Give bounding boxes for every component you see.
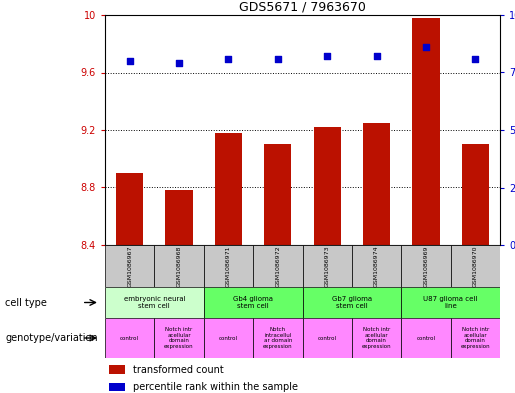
Bar (352, 245, 401, 287)
Point (273, 55, 282, 62)
Bar (401, 287, 500, 318)
Bar (109, 365, 125, 374)
Bar (165, 190, 193, 245)
Point (372, 53, 381, 60)
Text: control: control (318, 336, 337, 340)
Text: GSM1086969: GSM1086969 (423, 245, 428, 287)
Text: Gb4 glioma
stem cell: Gb4 glioma stem cell (233, 296, 273, 309)
Bar (264, 144, 291, 245)
Text: cell type: cell type (5, 298, 47, 307)
Text: GSM1086971: GSM1086971 (226, 245, 231, 287)
Text: Notch intr
acellular
domain
expression: Notch intr acellular domain expression (362, 327, 391, 349)
Text: genotype/variation: genotype/variation (5, 333, 98, 343)
Bar (215, 133, 242, 245)
Bar (253, 318, 302, 358)
Point (422, 44, 430, 50)
Text: Notch
intracellul
ar domain
expression: Notch intracellul ar domain expression (263, 327, 293, 349)
Point (126, 58, 134, 64)
Bar (204, 318, 253, 358)
Text: control: control (417, 336, 436, 340)
Bar (302, 287, 401, 318)
Point (175, 60, 183, 66)
Text: Gb7 glioma
stem cell: Gb7 glioma stem cell (332, 296, 372, 309)
Bar (302, 318, 352, 358)
Bar (302, 245, 352, 287)
Bar (109, 382, 125, 391)
Bar (401, 245, 451, 287)
Text: control: control (120, 336, 139, 340)
Text: transformed count: transformed count (133, 365, 224, 375)
Bar (154, 318, 204, 358)
Point (225, 55, 233, 62)
Point (323, 53, 331, 60)
Bar (451, 318, 500, 358)
Bar (314, 127, 341, 245)
Bar (105, 318, 154, 358)
Bar (401, 318, 451, 358)
Bar (204, 287, 302, 318)
Text: GSM1086968: GSM1086968 (177, 245, 182, 286)
Text: U87 glioma cell
line: U87 glioma cell line (423, 296, 478, 309)
Text: Notch intr
acellular
domain
expression: Notch intr acellular domain expression (164, 327, 194, 349)
Bar (105, 245, 154, 287)
Bar (363, 123, 390, 245)
Point (471, 55, 479, 62)
Bar (413, 18, 439, 245)
Text: GSM1086972: GSM1086972 (276, 245, 280, 287)
Text: GSM1086974: GSM1086974 (374, 245, 379, 287)
Bar (154, 245, 204, 287)
Bar (451, 245, 500, 287)
Bar (116, 173, 143, 245)
Bar (204, 245, 253, 287)
Text: control: control (219, 336, 238, 340)
Bar (105, 287, 204, 318)
Text: GSM1086967: GSM1086967 (127, 245, 132, 287)
Bar (253, 245, 302, 287)
Text: GSM1086970: GSM1086970 (473, 245, 478, 287)
Text: embryonic neural
stem cell: embryonic neural stem cell (124, 296, 185, 309)
Bar (352, 318, 401, 358)
Text: GSM1086973: GSM1086973 (324, 245, 330, 287)
Text: percentile rank within the sample: percentile rank within the sample (133, 382, 298, 392)
Text: Notch intr
acellular
domain
expression: Notch intr acellular domain expression (460, 327, 490, 349)
Title: GDS5671 / 7963670: GDS5671 / 7963670 (239, 1, 366, 14)
Bar (462, 144, 489, 245)
